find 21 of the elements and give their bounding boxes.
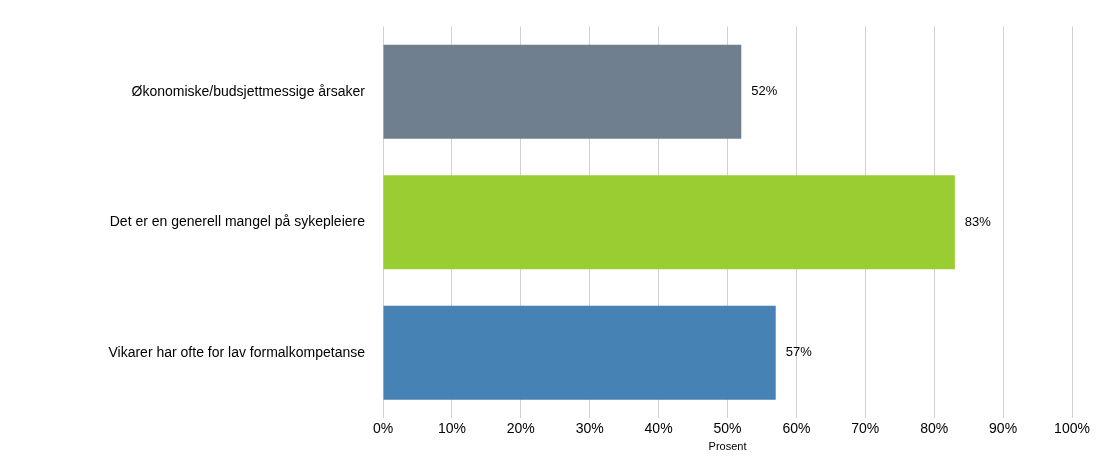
x-tick-label: 40% (644, 420, 673, 437)
x-tick-label: 100% (1054, 420, 1090, 437)
bar (383, 44, 742, 139)
x-axis-title: Prosent (708, 440, 747, 453)
x-tick-label: 20% (506, 420, 535, 437)
x-tick-label: 60% (782, 420, 811, 437)
x-tick-label: 90% (989, 420, 1018, 437)
y-tick-label: Økonomiske/budsjettmessige årsaker (131, 82, 366, 99)
x-tick-label: 80% (920, 420, 949, 437)
y-tick-label: Vikarer har ofte for lav formalkompetanse (108, 343, 366, 360)
x-tick-label: 30% (575, 420, 604, 437)
y-tick-label: Det er en generell mangel på sykepleiere (109, 213, 366, 230)
data-label: 52% (751, 83, 778, 99)
data-label: 57% (785, 344, 813, 360)
bar (383, 175, 955, 270)
x-tick-label: 10% (437, 420, 466, 437)
x-tick-label: 70% (851, 420, 880, 437)
bar (383, 305, 776, 400)
x-tick-label: 50% (713, 420, 742, 437)
x-tick-label: 0% (372, 420, 394, 437)
data-label: 83% (964, 213, 992, 229)
